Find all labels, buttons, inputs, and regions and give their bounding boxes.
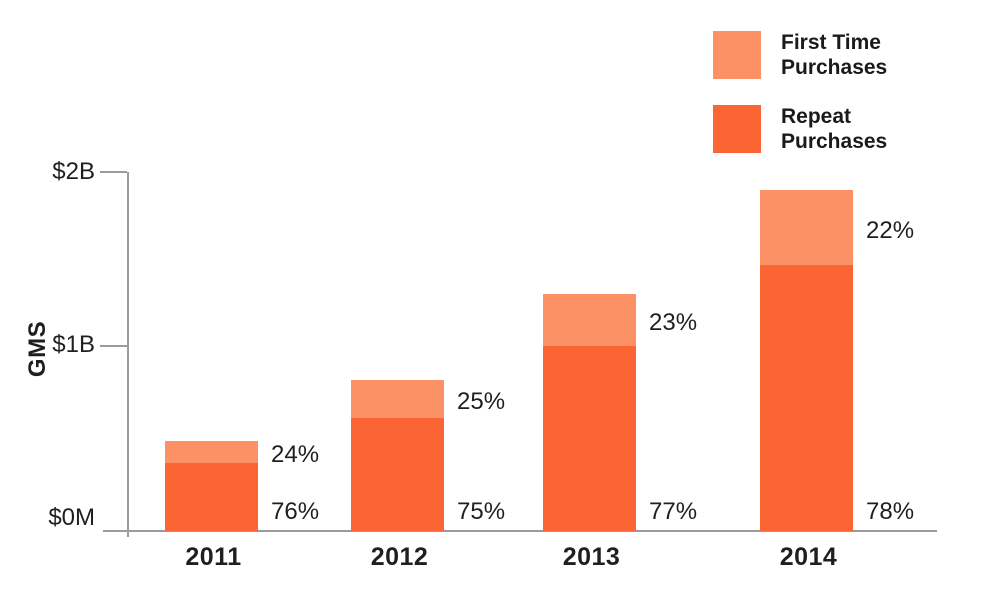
y-tick-label: $1B (52, 331, 95, 358)
percent-label-repeat-purchases-2012: 75% (457, 498, 506, 525)
bar-segment-repeat-purchases-2011 (165, 462, 258, 531)
legend-label: Repeat Purchases (781, 105, 888, 153)
y-tick-label: $0M (48, 504, 95, 531)
legend-swatch-repeat-purchases (713, 105, 761, 153)
bar-segment-repeat-purchases-2012 (351, 417, 444, 531)
percent-label-first-time-purchases-2013: 23% (649, 309, 698, 336)
x-tick-label-2012: 2012 (370, 543, 429, 571)
bar-segment-first-time-purchases-2014 (760, 189, 853, 266)
legend: First Time Purchases Repeat Purchases (713, 30, 916, 178)
bar-segment-first-time-purchases-2012 (351, 380, 444, 418)
y-axis-line (127, 172, 129, 537)
x-tick-label-2011: 2011 (185, 543, 242, 571)
y-tick (100, 171, 127, 173)
percent-label-first-time-purchases-2012: 25% (457, 388, 506, 415)
legend-item-repeat-purchases: Repeat Purchases (713, 104, 916, 154)
bar-segment-first-time-purchases-2011 (165, 441, 258, 463)
percent-label-repeat-purchases-2014: 78% (866, 498, 915, 525)
bar-segment-first-time-purchases-2013 (543, 294, 636, 347)
legend-swatch-first-time-purchases (713, 31, 761, 79)
percent-label-repeat-purchases-2011: 76% (271, 498, 320, 525)
x-axis-line (103, 530, 937, 532)
bar-segment-repeat-purchases-2014 (760, 265, 853, 531)
percent-label-first-time-purchases-2014: 22% (866, 217, 915, 244)
percent-label-first-time-purchases-2011: 24% (271, 441, 320, 468)
legend-label: First Time Purchases (781, 31, 888, 79)
bar-segment-repeat-purchases-2013 (543, 346, 636, 531)
x-tick-label-2014: 2014 (779, 543, 838, 571)
y-tick (100, 345, 127, 347)
y-tick-label: $2B (52, 158, 95, 185)
legend-item-first-time-purchases: First Time Purchases (713, 30, 916, 80)
percent-label-repeat-purchases-2013: 77% (649, 498, 698, 525)
x-tick-label-2013: 2013 (562, 543, 621, 571)
